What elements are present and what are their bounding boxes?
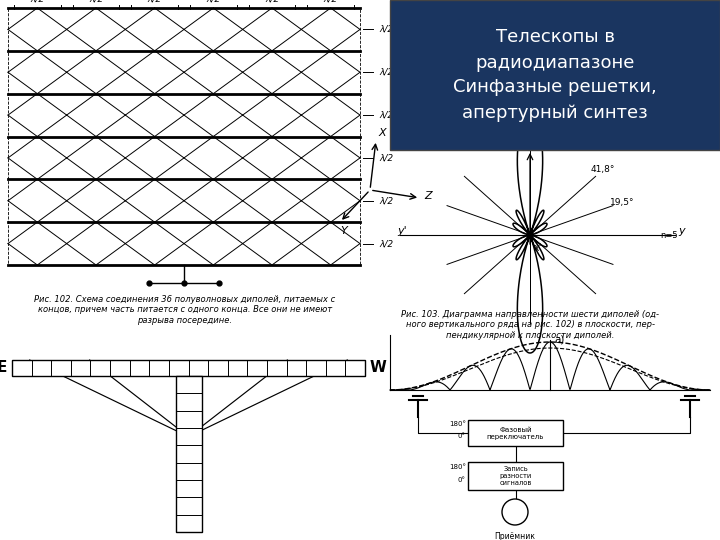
Text: X: X (378, 128, 386, 138)
Text: x': x' (533, 243, 541, 253)
Text: Рис. 102. Схема соединения 36 полуволновых диполей, питаемых с
концов, причем ча: Рис. 102. Схема соединения 36 полуволнов… (35, 295, 336, 325)
Text: 19,5°: 19,5° (610, 198, 634, 207)
Text: λ/2: λ/2 (379, 196, 393, 205)
Text: Y: Y (340, 226, 347, 236)
Text: 41,8°: 41,8° (591, 165, 616, 174)
Bar (468, 420, 563, 446)
Text: λ/2: λ/2 (89, 0, 103, 4)
Text: λ/2: λ/2 (265, 0, 279, 4)
Text: E: E (0, 361, 7, 375)
Bar (468, 462, 563, 490)
Text: λ/2: λ/2 (379, 68, 393, 77)
Text: λ/2: λ/2 (379, 239, 393, 248)
Text: λ/2: λ/2 (379, 25, 393, 34)
Text: λ/2: λ/2 (379, 111, 393, 119)
Text: Фазовый
переключатель: Фазовый переключатель (487, 427, 544, 440)
Text: λ/2: λ/2 (30, 0, 45, 4)
Text: 0°: 0° (458, 433, 466, 439)
Text: λ/2: λ/2 (206, 0, 220, 4)
Text: 90°: 90° (522, 132, 538, 141)
Text: а): а) (554, 335, 564, 345)
Bar (176, 376, 202, 532)
Text: 0°: 0° (458, 477, 466, 483)
Text: Телескопы в
радиодиапазоне
Синфазные решетки,
апертурный синтез: Телескопы в радиодиапазоне Синфазные реш… (453, 29, 657, 122)
Text: Приёмник: Приёмник (495, 532, 536, 540)
Text: Z: Z (424, 191, 431, 201)
Text: λ/2: λ/2 (323, 0, 338, 4)
Text: y: y (678, 226, 685, 236)
Text: W: W (370, 361, 387, 375)
Text: Запись
разности
сигналов: Запись разности сигналов (499, 466, 531, 486)
Text: Рис. 103. Диаграмма направленности шести диполей (од-
ного вертикального ряда на: Рис. 103. Диаграмма направленности шести… (401, 310, 659, 340)
Bar (12, 360, 365, 376)
Bar (390, 0, 720, 150)
Text: 180°: 180° (449, 464, 466, 470)
Text: 180°: 180° (449, 421, 466, 427)
Text: X: X (533, 138, 541, 148)
Circle shape (502, 499, 528, 525)
Text: λ/2: λ/2 (379, 153, 393, 163)
Text: λ/2: λ/2 (148, 0, 162, 4)
Text: n=5: n=5 (660, 231, 678, 240)
Text: y': y' (397, 226, 407, 236)
